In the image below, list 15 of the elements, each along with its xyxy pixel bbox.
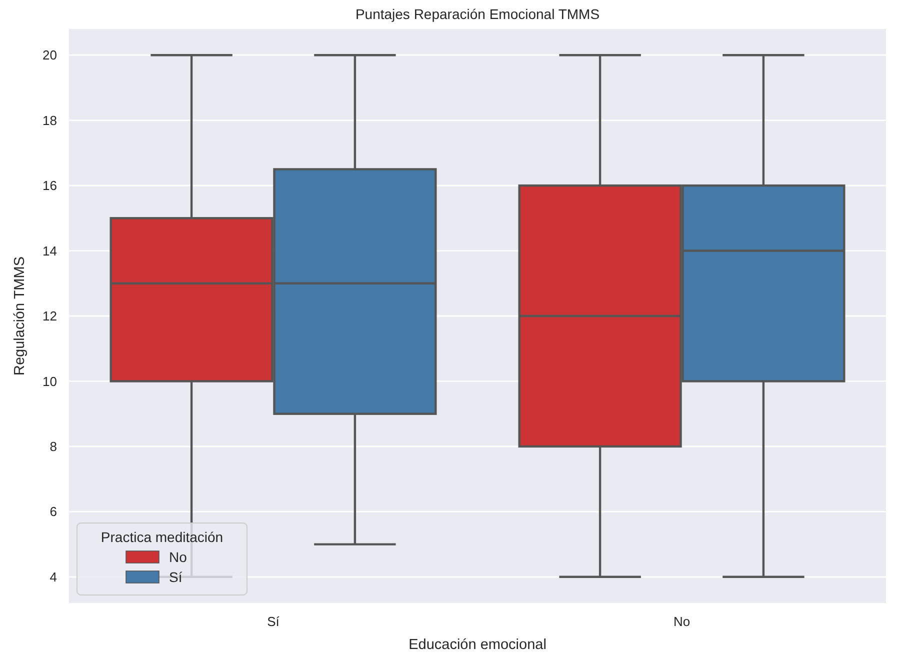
y-tick-label: 12 xyxy=(42,308,57,324)
y-tick-label: 6 xyxy=(50,504,57,520)
y-tick-label: 20 xyxy=(42,48,57,63)
y-tick-label: 4 xyxy=(50,569,57,584)
legend-label: No xyxy=(169,549,188,565)
y-tick-label: 8 xyxy=(50,439,57,454)
x-axis-title: Educación emocional xyxy=(408,637,546,653)
y-tick-label: 14 xyxy=(42,243,57,258)
y-tick-label: 18 xyxy=(42,112,57,128)
legend-title: Practica meditación xyxy=(100,529,224,545)
legend-label: Sí xyxy=(169,569,182,585)
y-tick-label: 16 xyxy=(42,178,57,194)
chart-title: Puntajes Reparación Emocional TMMS xyxy=(355,6,600,22)
y-tick-label: 10 xyxy=(42,374,57,389)
y-axis-title: Regulación TMMS xyxy=(12,256,28,376)
